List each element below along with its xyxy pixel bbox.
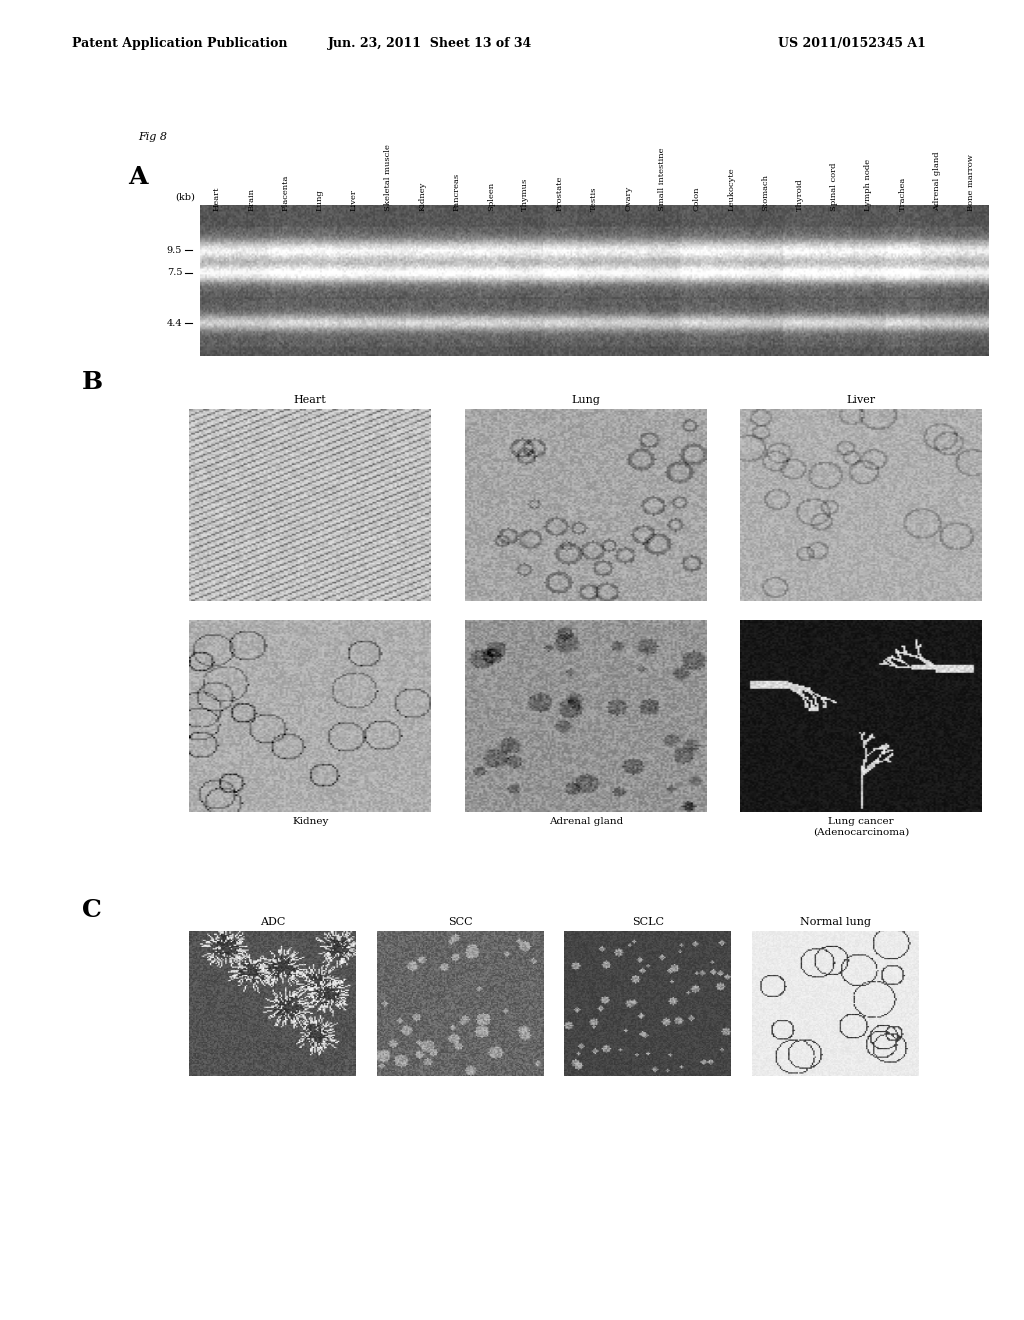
Text: Lymph node: Lymph node (864, 160, 872, 211)
Text: Skeletal muscle: Skeletal muscle (384, 144, 392, 211)
Text: Liver: Liver (847, 395, 876, 405)
Text: Brain: Brain (247, 189, 255, 211)
Text: Bone marrow: Bone marrow (967, 154, 975, 211)
Text: C: C (82, 898, 101, 921)
Text: Leukocyte: Leukocyte (727, 168, 735, 211)
Text: Trachea: Trachea (898, 177, 906, 211)
Text: Placenta: Placenta (282, 174, 290, 211)
Text: Jun. 23, 2011  Sheet 13 of 34: Jun. 23, 2011 Sheet 13 of 34 (328, 37, 532, 50)
Text: Pancreas: Pancreas (453, 173, 461, 211)
Text: Thyroid: Thyroid (796, 178, 804, 211)
Text: ADC: ADC (260, 916, 286, 927)
Text: Lung: Lung (571, 395, 600, 405)
Text: Small intestine: Small intestine (658, 148, 667, 211)
Text: SCLC: SCLC (632, 916, 664, 927)
Text: Stomach: Stomach (761, 174, 769, 211)
Text: Spleen: Spleen (487, 182, 495, 211)
Text: (kb): (kb) (175, 193, 195, 202)
Text: Fig 8: Fig 8 (138, 132, 167, 143)
Text: Adrenal gland: Adrenal gland (933, 152, 941, 211)
Text: US 2011/0152345 A1: US 2011/0152345 A1 (778, 37, 926, 50)
Text: Patent Application Publication: Patent Application Publication (72, 37, 287, 50)
Text: Spinal cord: Spinal cord (829, 162, 838, 211)
Text: Lung cancer
(Adenocarcinoma): Lung cancer (Adenocarcinoma) (813, 817, 909, 837)
Text: 4.4: 4.4 (167, 318, 182, 327)
Text: Prostate: Prostate (556, 176, 563, 211)
Text: Adrenal gland: Adrenal gland (549, 817, 623, 826)
Text: Colon: Colon (693, 186, 700, 211)
Text: Normal lung: Normal lung (800, 916, 870, 927)
Text: Heart: Heart (213, 186, 221, 211)
Text: B: B (82, 370, 103, 393)
Text: 7.5: 7.5 (167, 268, 182, 277)
Text: Thymus: Thymus (521, 178, 529, 211)
Text: Testis: Testis (590, 187, 598, 211)
Text: Lung: Lung (315, 190, 324, 211)
Text: Ovary: Ovary (625, 186, 632, 211)
Text: Liver: Liver (350, 189, 358, 211)
Text: 9.5: 9.5 (167, 246, 182, 255)
Text: A: A (128, 165, 147, 189)
Text: Heart: Heart (294, 395, 327, 405)
Text: Kidney: Kidney (292, 817, 329, 826)
Text: SCC: SCC (447, 916, 473, 927)
Text: Kidney: Kidney (419, 182, 427, 211)
